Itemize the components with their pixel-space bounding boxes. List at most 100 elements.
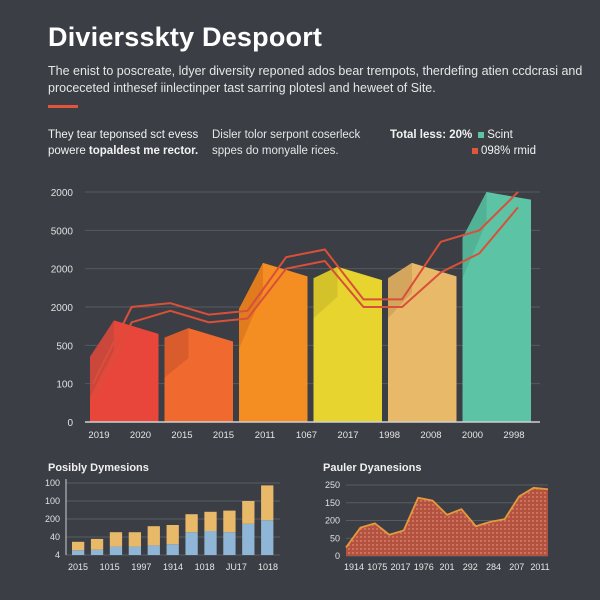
intro-line-1: The enist to poscreate, ldyer diversity … — [48, 64, 583, 78]
left-bar-top — [109, 532, 123, 547]
left-bar-top — [185, 514, 198, 533]
left-bar-base — [128, 546, 142, 555]
intro-line-2: proceceted inthesef iinlectinper tast sa… — [48, 81, 436, 95]
left-x-tick-label: JU17 — [226, 562, 247, 572]
main-bar — [388, 262, 457, 422]
intro-text: The enist to poscreate, ldyer diversity … — [48, 63, 583, 97]
main-y-tick-label: 100 — [56, 380, 73, 391]
left-x-tick-label: 1997 — [131, 562, 151, 572]
left-y-tick-label: 100 — [45, 478, 60, 488]
note-left-line-1: They tear teponsed sct evess — [48, 129, 199, 141]
main-bar-shade — [388, 262, 412, 319]
main-y-tick-label: 2000 — [51, 265, 74, 276]
main-x-tick-label: 2000 — [462, 430, 483, 441]
legend-swatch-1 — [478, 132, 485, 138]
page-title: Diviersskty Despoort — [48, 22, 323, 52]
main-line-lower — [92, 206, 519, 400]
legend-swatch-2 — [472, 148, 478, 154]
main-x-tick-label: 2008 — [420, 430, 441, 441]
left-bar-top — [242, 501, 255, 524]
left-y-tick-label: 4 — [55, 550, 60, 560]
left-bar-base — [72, 550, 85, 555]
legend-label: Total less: 20% — [390, 129, 473, 141]
left-bar-base — [185, 532, 198, 555]
left-x-tick-label: 1018 — [258, 562, 278, 572]
note-middle: Disler tolor serpont coserleck sppes do … — [212, 127, 360, 159]
note-left-line-2: powere topaldest me rector. — [48, 143, 198, 159]
note-left: They tear teponsed sct evess powere topa… — [48, 127, 198, 159]
right-y-tick-label: 0 — [335, 551, 340, 561]
right-y-tick-label: 50 — [330, 533, 340, 543]
right-small-chart: 0 50 200 150 250 1914 1075 2017 1976 201 292 284 207… — [325, 480, 550, 572]
right-x-tick-label: 201 — [439, 562, 454, 572]
right-y-tick-label: 250 — [325, 480, 340, 490]
main-bar — [462, 192, 531, 422]
main-x-tick-label: 2015 — [213, 430, 234, 441]
main-line-upper — [92, 191, 519, 385]
main-y-tick-label: 500 — [56, 341, 73, 352]
left-bar-base — [166, 544, 179, 555]
main-x-tick-label: 2020 — [130, 430, 151, 441]
note-left-prefix: powere — [48, 145, 89, 157]
left-y-tick-label: 100 — [45, 496, 60, 506]
main-x-tick-label: 2017 — [337, 430, 358, 441]
left-bar-base — [204, 531, 217, 555]
left-bar-top — [90, 538, 104, 550]
left-x-tick-label: 1914 — [163, 562, 183, 572]
note-left-bold: topaldest me rector. — [88, 145, 199, 157]
main-bar-shade — [164, 328, 189, 378]
right-area-line — [345, 486, 549, 549]
left-x-tick-label: 2015 — [68, 562, 88, 572]
right-y-tick-label: 150 — [325, 498, 340, 508]
left-bar-top — [147, 526, 160, 546]
main-x-tick-label: 2998 — [503, 430, 524, 441]
left-x-tick-label: 1018 — [195, 562, 215, 572]
left-y-tick-label: 40 — [50, 532, 60, 542]
legend-row-1: Total less: 20% Scint — [390, 127, 536, 143]
main-y-tick-label: 2000 — [51, 188, 74, 199]
right-x-tick-label: 284 — [486, 562, 501, 572]
right-x-tick-label: 1075 — [367, 562, 387, 572]
main-bar-shade — [313, 266, 338, 319]
left-bar-base — [261, 520, 274, 555]
left-y-tick-label: 200 — [45, 514, 60, 524]
accent-divider — [48, 105, 78, 108]
small-chart-left-title: Posibly Dymesions — [48, 462, 149, 474]
left-bar-base — [223, 532, 236, 555]
left-bar-top — [261, 485, 274, 521]
main-x-tick-label: 2011 — [255, 430, 275, 441]
left-bar-base — [242, 523, 255, 555]
legend-item-2: 098% rmid — [481, 145, 536, 157]
right-x-tick-label: 2017 — [390, 562, 410, 572]
main-chart: 100 500 2000 2000 5000 2000 0 2019 2020 2015 2015 2… — [51, 188, 540, 441]
right-x-tick-label: 292 — [463, 562, 478, 572]
right-x-tick-label: 1914 — [344, 562, 364, 572]
left-bar-top — [72, 541, 85, 551]
main-x-tick-label: 2019 — [88, 430, 109, 441]
main-x-tick-label: 2015 — [171, 430, 192, 441]
legend-row-2: 098% rmid — [390, 143, 536, 159]
left-bar-base — [109, 546, 123, 555]
left-bar-top — [204, 511, 217, 531]
note-mid-line-2: sppes do monyalle rices. — [212, 145, 339, 157]
left-bar-top — [223, 510, 236, 533]
left-small-chart: 4 40 200 100 100 2015 1015 1997 1914 1018 JU17 1018 — [45, 478, 280, 572]
left-bar-top — [128, 532, 142, 547]
legend: Total less: 20% Scint 098% rmid — [390, 127, 536, 159]
right-x-tick-label: 1976 — [414, 562, 434, 572]
note-mid-line-1: Disler tolor serpont coserleck — [212, 129, 361, 141]
main-y-tick-zero: 0 — [67, 418, 73, 429]
legend-item-1: Scint — [487, 129, 513, 141]
main-x-tick-label: 1067 — [296, 430, 317, 441]
left-bar-top — [166, 525, 179, 545]
right-x-tick-label: 207 — [509, 562, 524, 572]
left-bar-base — [90, 549, 104, 555]
main-y-tick-label: 2000 — [51, 303, 74, 314]
main-bar-shade — [462, 192, 487, 278]
small-chart-right-title: Pauler Dyanesions — [323, 462, 422, 474]
left-bar-base — [147, 545, 160, 555]
right-x-tick-label: 2011 — [530, 562, 549, 572]
right-area — [346, 487, 548, 556]
main-y-tick-label: 5000 — [51, 226, 74, 237]
